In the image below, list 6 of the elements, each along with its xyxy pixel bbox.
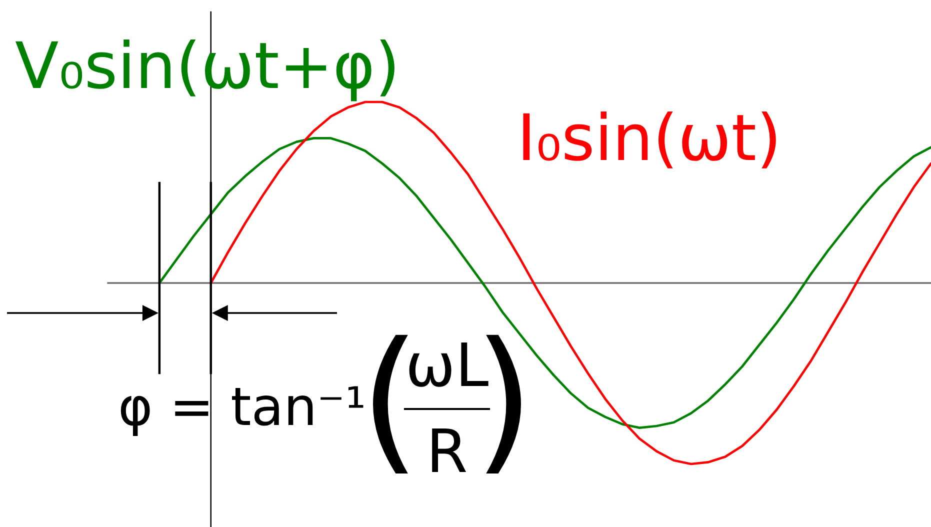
annotation: ωL	[409, 342, 488, 387]
series-label: I₀sin(ωt)	[523, 111, 776, 168]
annotation: R	[432, 428, 466, 472]
annotation: )	[486, 334, 521, 474]
annotation: φ = tan⁻¹	[120, 386, 364, 436]
annotation: (	[373, 334, 408, 474]
